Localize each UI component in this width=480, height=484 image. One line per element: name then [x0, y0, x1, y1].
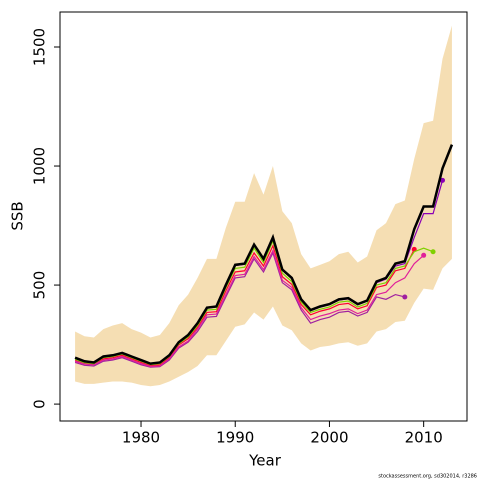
- y-axis-label: SSB: [9, 201, 27, 230]
- endpoint-dot: [430, 249, 436, 255]
- endpoint-dot: [402, 294, 408, 300]
- x-tick-label: 2000: [310, 429, 348, 447]
- endpoint-dot: [411, 246, 417, 252]
- confidence-band: [75, 25, 452, 387]
- y-tick-label: 0: [31, 399, 49, 409]
- x-tick-label: 1980: [122, 429, 160, 447]
- y-tick-label: 1500: [31, 28, 49, 66]
- y-tick-label: 1000: [31, 147, 49, 185]
- series-line: [74, 244, 415, 367]
- series-line: [74, 248, 425, 368]
- endpoint-dot: [440, 177, 446, 183]
- x-tick-label: 2010: [405, 429, 443, 447]
- x-tick-label: 1990: [216, 429, 254, 447]
- footer: stockassessment.org, sd302014, r3286: [378, 474, 477, 480]
- series-line: [74, 144, 454, 365]
- endpoint-dot: [421, 252, 427, 258]
- plot-frame: [59, 11, 468, 422]
- x-axis-label: Year: [248, 452, 282, 470]
- series-line: [74, 251, 405, 368]
- y-tick-label: 500: [31, 271, 49, 300]
